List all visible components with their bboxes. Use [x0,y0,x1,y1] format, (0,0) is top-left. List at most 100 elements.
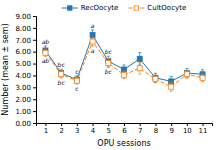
error-bar [201,74,204,82]
y-tick-mark [33,75,36,76]
x-tick-label: 5 [107,127,111,135]
marker [59,72,64,77]
y-tick-mark [33,99,36,100]
marker [106,60,111,65]
y-tick: 1.00 [15,108,36,116]
y-tick-label: 4.00 [15,72,31,80]
point-label: a [91,47,95,54]
x-tick-mark [108,123,109,126]
y-tick-mark [33,87,36,88]
y-tick-label: 3.00 [15,84,31,92]
chart: 1 2 3 4 5 6 7 8 9 10 11 0.00 1.00 2.00 3.00 4.00 5.00 6.0… [0,0,220,150]
x-tick: 3 [75,123,79,135]
legend-item: CultOocyte [128,4,186,12]
y-tick: 0.00 [15,120,36,128]
x-tick-mark [93,123,94,126]
x-tick: 5 [107,123,111,135]
x-tick-mark [77,123,78,126]
y-tick: 6.00 [15,48,36,56]
y-tick: 2.00 [15,96,36,104]
y-tick-label: 1.00 [15,108,31,116]
error-bar [91,37,94,46]
y-tick-label: 8.00 [15,25,31,33]
x-tick-mark [187,123,188,126]
plot: 1 2 3 4 5 6 7 8 9 10 11 0.00 1.00 2.00 3.00 4.00 5.00 6.0… [1,13,213,148]
error-bar [122,71,125,79]
x-tick: 2 [59,123,63,135]
x-tick-mark [155,123,156,126]
y-tick: 5.00 [15,60,36,68]
marker [184,72,189,77]
legend-marker [134,6,138,10]
y-tick-mark [33,52,36,53]
marker [43,50,48,55]
y-tick: 8.00 [15,25,36,33]
x-tick-label: 9 [169,127,173,135]
error-bar [170,82,173,91]
y-tick-mark [33,111,36,112]
legend-label: CultOocyte [147,4,186,12]
error-bar [154,75,157,83]
x-tick-label: 11 [199,127,208,135]
y-tick: 9.00 [15,13,36,21]
x-tick-label: 4 [91,127,96,135]
x-axis: 1 2 3 4 5 6 7 8 9 10 11 [37,123,213,135]
point-label: bc [58,61,66,68]
series [43,37,205,91]
x-tick-label: 2 [59,127,63,135]
legend-marker [68,6,72,10]
error-bar [185,69,188,78]
x-tick-label: 3 [75,127,79,135]
x-tick-mark [61,123,62,126]
error-bar [75,77,78,84]
error-bar [154,73,157,82]
x-tick-label: 7 [138,127,142,135]
point-label: ab [42,38,50,45]
y-tick-label: 9.00 [15,13,31,21]
y-tick: 3.00 [15,84,36,92]
x-tick-mark [140,123,141,126]
x-tick: 4 [91,123,96,135]
point-label: bc [105,68,113,75]
y-tick-mark [33,16,36,17]
annotations: abbccabcabbccabc [42,22,113,92]
x-tick: 8 [154,123,158,135]
marker [90,39,95,44]
x-tick: 1 [44,123,48,135]
y-tick-mark [33,28,36,29]
y-tick-label: 7.00 [15,37,31,45]
point-label: c [75,85,79,92]
legend-item: RecOocyte [62,4,119,12]
error-bar [60,70,63,78]
y-tick-mark [33,123,36,124]
series [43,30,205,86]
point-label: ab [42,57,50,64]
y-axis-title: Number (mean ± sem) [1,23,10,115]
x-tick: 10 [183,123,192,135]
x-tick: 6 [122,123,127,135]
x-tick-mark [45,123,46,126]
y-tick-label: 6.00 [15,48,31,56]
line [45,42,202,87]
x-tick-label: 10 [183,127,192,135]
point-label: bc [58,79,66,86]
point-label: c [75,68,79,75]
error-bar [44,49,47,57]
x-tick: 9 [169,123,173,135]
marks [43,30,205,91]
y-tick-mark [33,40,36,41]
x-tick: 7 [138,123,142,135]
point-label: a [91,22,95,29]
y-tick: 7.00 [15,37,36,45]
x-tick-mark [171,123,172,126]
error-bar [107,58,110,67]
x-tick: 11 [199,123,208,135]
marker [74,78,79,83]
marker [200,75,205,80]
legend-label: RecOocyte [81,4,119,12]
x-axis-line [37,124,213,127]
y-axis: 0.00 1.00 2.00 3.00 4.00 5.00 6.00 7.00 8.00 9.00 [15,13,36,128]
marker [122,72,127,77]
x-axis-title: OPU sessions [97,139,150,148]
line [45,35,202,81]
